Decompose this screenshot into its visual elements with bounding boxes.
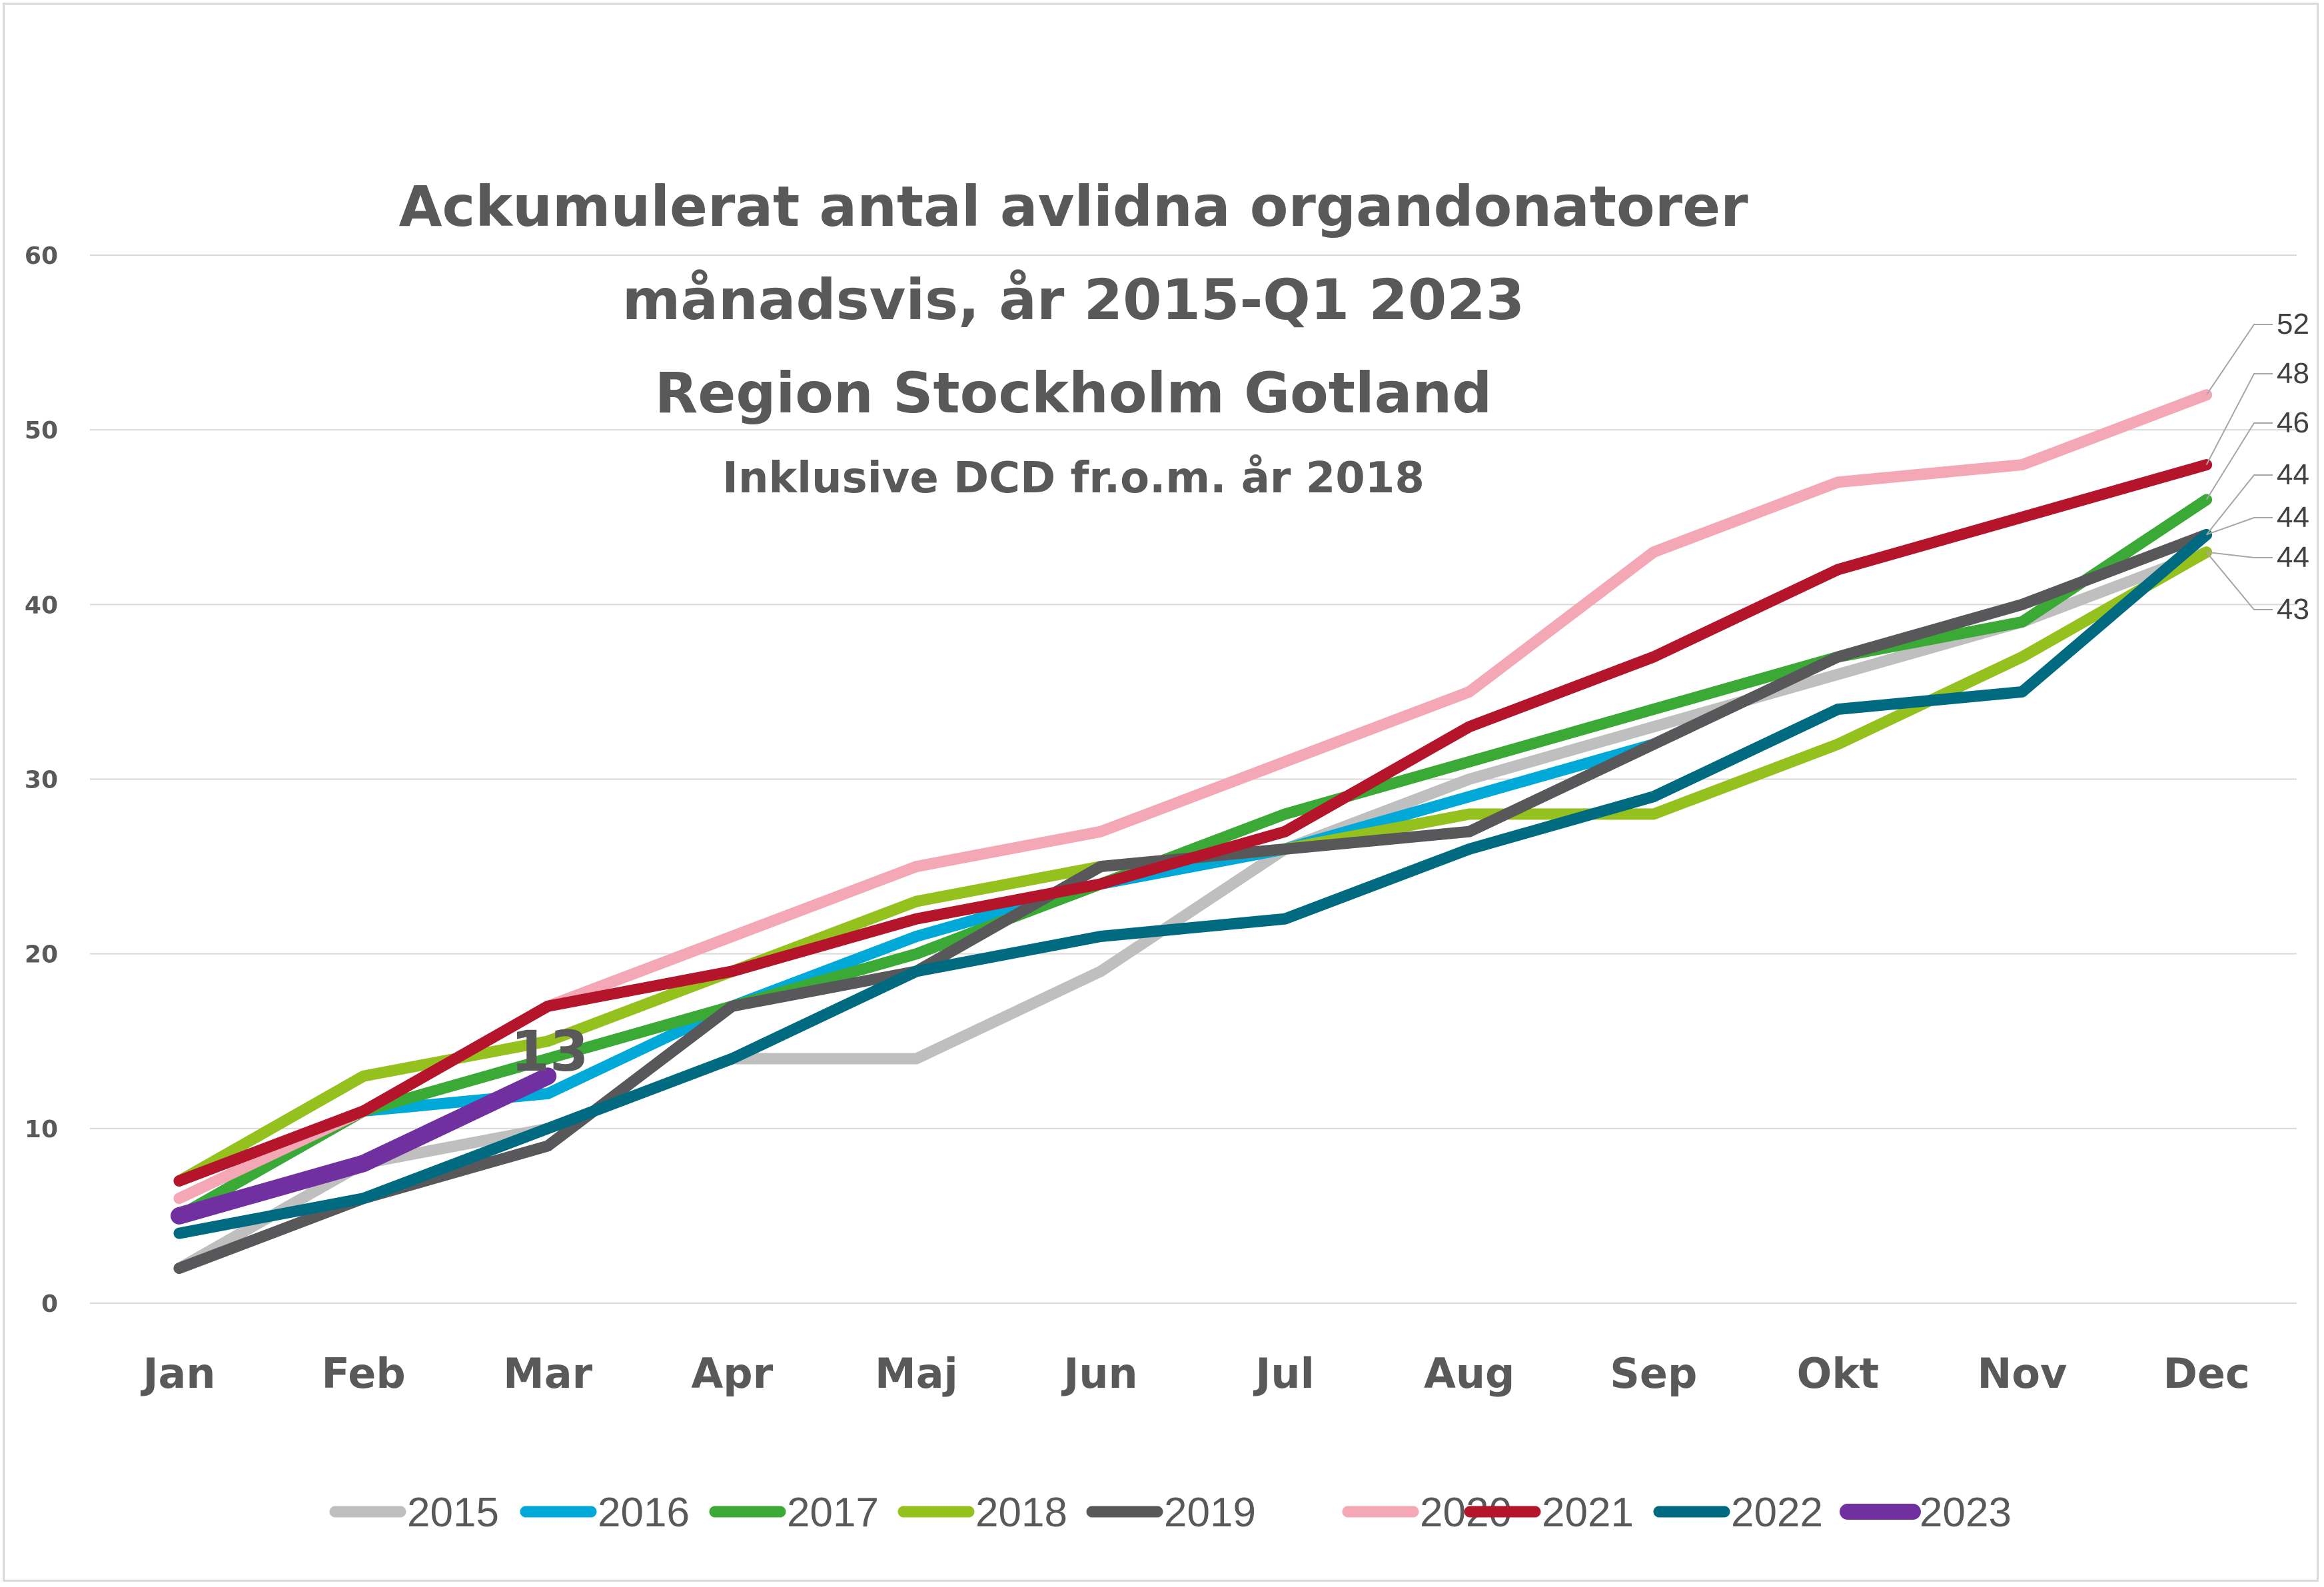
legend-label-2018: 2018 bbox=[975, 1490, 1067, 1536]
series-line-2021 bbox=[173, 459, 2213, 1187]
x-tick-sep: Sep bbox=[1610, 1349, 1697, 1398]
chart-title: Ackumulerat antal avlidna organdonatorer bbox=[398, 174, 1748, 239]
x-tick-maj: Maj bbox=[875, 1349, 958, 1398]
y-tick-10: 10 bbox=[25, 1116, 58, 1143]
x-tick-mar: Mar bbox=[503, 1349, 593, 1398]
chart-title-line2: månadsvis, år 2015-Q1 2023 bbox=[622, 267, 1524, 332]
leader-2015 bbox=[2206, 551, 2273, 558]
line-chart: 0 10 20 30 40 50 60 Jan Feb Mar Apr Maj Jun Jul Aug Se… bbox=[25, 174, 2309, 1536]
legend-label-2022: 2022 bbox=[1731, 1490, 1823, 1536]
end-label-leaders bbox=[2205, 324, 2273, 610]
leader-2018 bbox=[2205, 552, 2273, 610]
leader-2017 bbox=[2205, 422, 2273, 500]
legend: 2015 2016 2017 2018 2019 2020 2021 2022 2023 bbox=[329, 1490, 2012, 1536]
y-tick-20: 20 bbox=[25, 941, 58, 969]
y-tick-0: 0 bbox=[41, 1291, 58, 1318]
y-tick-60: 60 bbox=[25, 243, 58, 270]
x-tick-aug: Aug bbox=[1424, 1349, 1515, 1398]
annotation-2023-mar: 13 bbox=[511, 1019, 589, 1084]
legend-label-2021: 2021 bbox=[1542, 1490, 1634, 1536]
legend-label-2023: 2023 bbox=[1920, 1490, 2012, 1536]
chart-title-line3: Region Stockholm Gotland bbox=[655, 360, 1492, 426]
x-tick-jun: Jun bbox=[1061, 1349, 1137, 1398]
series-line-2022 bbox=[173, 529, 2213, 1239]
y-tick-40: 40 bbox=[25, 592, 58, 619]
x-tick-jan: Jan bbox=[140, 1349, 215, 1398]
legend-label-2019: 2019 bbox=[1164, 1490, 1256, 1536]
y-tick-30: 30 bbox=[25, 767, 58, 794]
x-tick-nov: Nov bbox=[1978, 1349, 2067, 1398]
y-tick-50: 50 bbox=[25, 417, 58, 444]
legend-label-2017: 2017 bbox=[787, 1490, 879, 1536]
y-axis-ticks: 0 10 20 30 40 50 60 bbox=[25, 243, 58, 1318]
end-labels: 52 48 46 44 44 44 43 bbox=[2277, 308, 2309, 626]
x-tick-dec: Dec bbox=[2163, 1349, 2249, 1398]
x-tick-okt: Okt bbox=[1797, 1349, 1880, 1398]
end-label-2015: 44 bbox=[2277, 541, 2309, 574]
x-tick-apr: Apr bbox=[691, 1349, 773, 1398]
leader-2021 bbox=[2205, 373, 2273, 466]
end-label-2021: 48 bbox=[2277, 357, 2309, 390]
chart-frame: 0 10 20 30 40 50 60 Jan Feb Mar Apr Maj Jun Jul Aug Se… bbox=[3, 3, 2319, 1582]
end-label-2017: 46 bbox=[2277, 406, 2309, 439]
x-tick-jul: Jul bbox=[1253, 1349, 1314, 1398]
series-line-2016 bbox=[173, 738, 1660, 1222]
legend-label-2016: 2016 bbox=[598, 1490, 690, 1536]
leader-2020 bbox=[2205, 324, 2273, 396]
chart-subtitle: Inklusive DCD fr.o.m. år 2018 bbox=[722, 454, 1425, 503]
series-lines bbox=[171, 389, 2213, 1275]
end-label-2022: 44 bbox=[2277, 501, 2309, 534]
end-label-2018: 43 bbox=[2277, 593, 2309, 626]
legend-label-2015: 2015 bbox=[407, 1490, 499, 1536]
leader-2019 bbox=[2205, 474, 2273, 536]
x-tick-feb: Feb bbox=[321, 1349, 405, 1398]
x-axis-categories: Jan Feb Mar Apr Maj Jun Jul Aug Sep Okt Nov Dec bbox=[140, 1349, 2249, 1398]
gridlines bbox=[90, 255, 2297, 1304]
end-label-2020: 52 bbox=[2277, 308, 2309, 340]
leader-2022 bbox=[2206, 517, 2273, 536]
series-line-2023 bbox=[171, 1067, 557, 1225]
end-label-2019: 44 bbox=[2277, 458, 2309, 491]
